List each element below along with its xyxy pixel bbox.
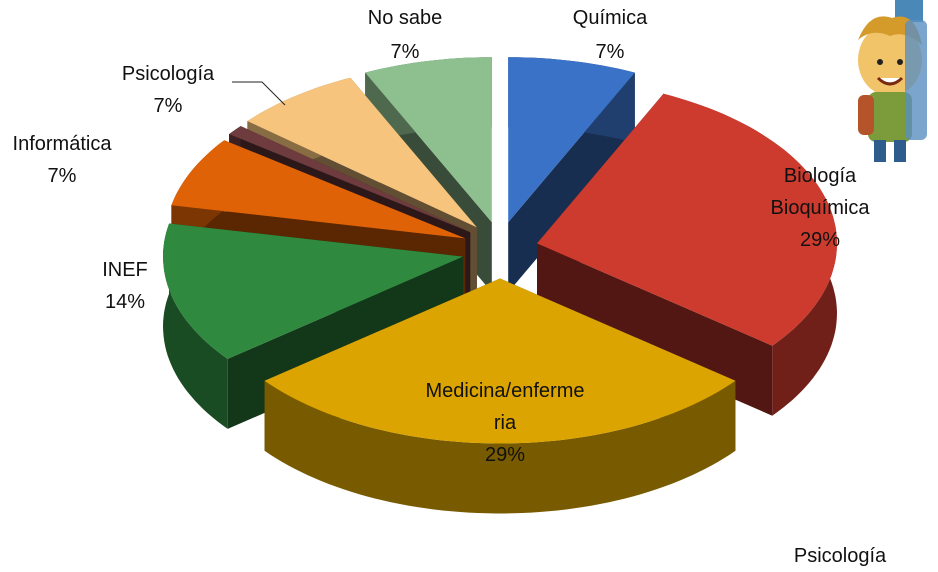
category-label: Psicología [121, 63, 215, 85]
value-label: 14% [104, 291, 146, 313]
category-label: Biología Bioquímica [770, 165, 870, 219]
category-label: Medicina/enfermeria [425, 380, 585, 434]
slice [264, 278, 736, 514]
slice-wall [163, 223, 228, 429]
slice-top [163, 223, 463, 359]
slice-top [508, 57, 635, 223]
leader-line [232, 81, 286, 106]
slice-top [229, 126, 471, 233]
value-label: 7% [47, 165, 77, 187]
value-label: 29% [484, 444, 526, 466]
value-label: 7% [595, 41, 625, 63]
slice-top [365, 57, 492, 223]
slice-top [171, 140, 466, 239]
slice-top [264, 278, 736, 444]
value-label: 29% [799, 229, 841, 251]
category-label: No sabe [367, 7, 443, 29]
value-label: 7% [390, 41, 420, 63]
value-label: 7% [153, 95, 183, 117]
slice-top [247, 77, 477, 228]
slice-wall [264, 380, 736, 514]
category-label: Informática [12, 133, 112, 155]
annotation: Psicología [793, 545, 887, 567]
slice-top [537, 93, 837, 346]
category-label: Química [572, 7, 648, 29]
clip-art [858, 0, 927, 162]
slice [508, 57, 635, 293]
category-label: INEF [102, 259, 148, 281]
